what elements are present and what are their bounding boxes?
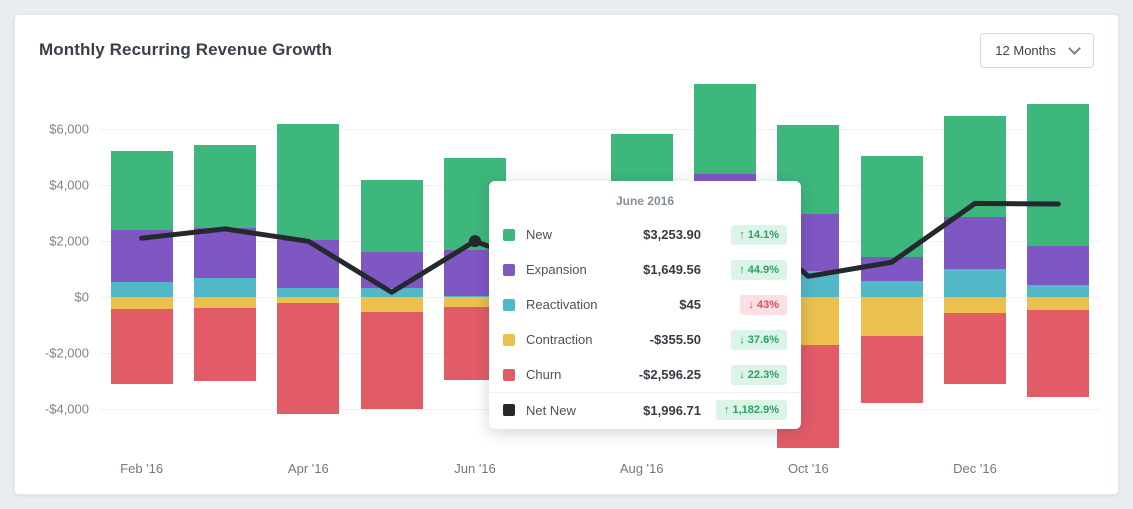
tooltip-series-value: -$2,596.25 bbox=[638, 367, 701, 382]
x-axis-label: Aug '16 bbox=[619, 461, 664, 476]
bar-segment-reactivation[interactable] bbox=[1027, 284, 1090, 297]
bar-segment-churn[interactable] bbox=[277, 303, 340, 415]
delta-badge: ↑ 44.9% bbox=[731, 259, 787, 280]
bar-segment-expansion[interactable] bbox=[277, 240, 340, 289]
bar-segment-churn[interactable] bbox=[110, 308, 173, 384]
bar-segment-expansion[interactable] bbox=[860, 256, 923, 281]
series-swatch bbox=[503, 368, 515, 381]
delta-badge: ↓ 22.3% bbox=[731, 364, 787, 385]
tooltip-row: Churn -$2,596.25 ↓ 22.3% bbox=[489, 357, 801, 392]
bar-segment-contraction[interactable] bbox=[194, 297, 256, 308]
tooltip-series-value: $45 bbox=[679, 297, 701, 312]
x-axis-label: Feb '16 bbox=[120, 461, 164, 476]
page-title: Monthly Recurring Revenue Growth bbox=[39, 40, 333, 59]
tooltip-row: Contraction -$355.50 ↓ 37.6% bbox=[489, 322, 801, 357]
bar-segment-churn[interactable] bbox=[360, 312, 423, 409]
bar-segment-reactivation[interactable] bbox=[277, 288, 340, 297]
tooltip-row: New $3,253.90 ↑ 14.1% bbox=[489, 217, 801, 252]
bar-segment-expansion[interactable] bbox=[360, 251, 423, 289]
bar-segment-new[interactable] bbox=[194, 144, 256, 228]
bar-segment-reactivation[interactable] bbox=[944, 268, 1006, 297]
delta-badge: ↓ 43% bbox=[740, 294, 787, 315]
time-range-value: 12 Months bbox=[995, 42, 1056, 58]
y-axis-label: -$4,000 bbox=[44, 401, 89, 417]
delta-badge: ↓ 37.6% bbox=[731, 329, 787, 350]
y-axis-label: -$2,000 bbox=[44, 345, 89, 361]
chart-tooltip: June 2016 New $3,253.90 ↑ 14.1% Expansion $1… bbox=[489, 181, 801, 429]
bar-segment-expansion[interactable] bbox=[110, 229, 173, 282]
bar-segment-new[interactable] bbox=[277, 124, 340, 241]
tooltip-title: June 2016 bbox=[615, 194, 675, 208]
card-header: Monthly Recurring Revenue Growth 12 Mont… bbox=[15, 15, 1118, 77]
tooltip-series-label: New bbox=[526, 227, 553, 242]
bar-segment-contraction[interactable] bbox=[110, 297, 173, 309]
tooltip-series-label: Expansion bbox=[526, 262, 587, 277]
x-axis-label: Dec '16 bbox=[953, 461, 997, 476]
tooltip-row: Expansion $1,649.56 ↑ 44.9% bbox=[489, 252, 801, 287]
series-swatch bbox=[503, 263, 515, 276]
tooltip-series-label: Reactivation bbox=[526, 297, 598, 312]
bar-segment-reactivation[interactable] bbox=[444, 295, 506, 297]
bar-segment-new[interactable] bbox=[360, 180, 423, 252]
series-swatch bbox=[503, 298, 515, 311]
series-swatch bbox=[503, 404, 515, 416]
bar-segment-new[interactable] bbox=[860, 156, 923, 257]
revenue-growth-card: Monthly Recurring Revenue Growth 12 Mont… bbox=[14, 14, 1119, 495]
time-range-dropdown[interactable]: 12 Months bbox=[980, 32, 1094, 68]
x-axis-label: Jun '16 bbox=[454, 461, 496, 476]
bar-segment-expansion[interactable] bbox=[944, 216, 1006, 269]
tooltip-series-value: $3,253.90 bbox=[643, 227, 701, 242]
bar-segment-contraction[interactable] bbox=[444, 297, 506, 307]
tooltip-series-value: -$355.50 bbox=[649, 332, 701, 347]
bar-segment-new[interactable] bbox=[944, 116, 1006, 217]
bar-segment-new[interactable] bbox=[110, 151, 173, 230]
tooltip-series-label: Churn bbox=[526, 367, 562, 382]
bar-segment-reactivation[interactable] bbox=[360, 288, 423, 297]
bar-segment-expansion[interactable] bbox=[194, 227, 256, 278]
bar-segment-contraction[interactable] bbox=[860, 297, 923, 336]
bar-segment-churn[interactable] bbox=[194, 307, 256, 382]
bar-segment-new[interactable] bbox=[1027, 103, 1090, 246]
delta-badge: ↑ 1,182.9% bbox=[715, 400, 787, 420]
y-axis-label: $4,000 bbox=[49, 177, 89, 193]
tooltip-series-value: $1,996.71 bbox=[643, 402, 701, 418]
series-swatch bbox=[503, 228, 515, 241]
bar-segment-contraction[interactable] bbox=[277, 297, 340, 304]
bar-segment-reactivation[interactable] bbox=[194, 277, 256, 297]
bar-segment-churn[interactable] bbox=[944, 312, 1006, 385]
gridline bbox=[100, 128, 1100, 130]
series-swatch bbox=[503, 333, 515, 346]
x-axis-label: Apr '16 bbox=[287, 461, 329, 476]
y-axis-label: $2,000 bbox=[49, 233, 89, 249]
bar-segment-new[interactable] bbox=[694, 84, 756, 174]
bar-segment-contraction[interactable] bbox=[360, 297, 423, 313]
tooltip-series-label: Net New bbox=[526, 402, 576, 418]
bar-segment-reactivation[interactable] bbox=[110, 281, 173, 297]
delta-badge: ↑ 14.1% bbox=[731, 224, 787, 245]
bar-segment-churn[interactable] bbox=[1027, 309, 1090, 397]
bar-segment-churn[interactable] bbox=[860, 335, 923, 404]
y-axis-label: $6,000 bbox=[49, 121, 89, 137]
y-axis-label: $0 bbox=[74, 289, 89, 305]
tooltip-row: Net New $1,996.71 ↑ 1,182.9% bbox=[489, 392, 801, 427]
bar-segment-contraction[interactable] bbox=[944, 297, 1006, 313]
x-axis-label: Oct '16 bbox=[787, 461, 829, 476]
tooltip-row: Reactivation $45 ↓ 43% bbox=[489, 287, 801, 322]
bar-segment-reactivation[interactable] bbox=[860, 280, 923, 297]
tooltip-series-label: Contraction bbox=[526, 332, 593, 347]
tooltip-series-value: $1,649.56 bbox=[643, 262, 701, 277]
bar-segment-contraction[interactable] bbox=[1027, 297, 1090, 310]
bar-segment-expansion[interactable] bbox=[1027, 246, 1090, 285]
